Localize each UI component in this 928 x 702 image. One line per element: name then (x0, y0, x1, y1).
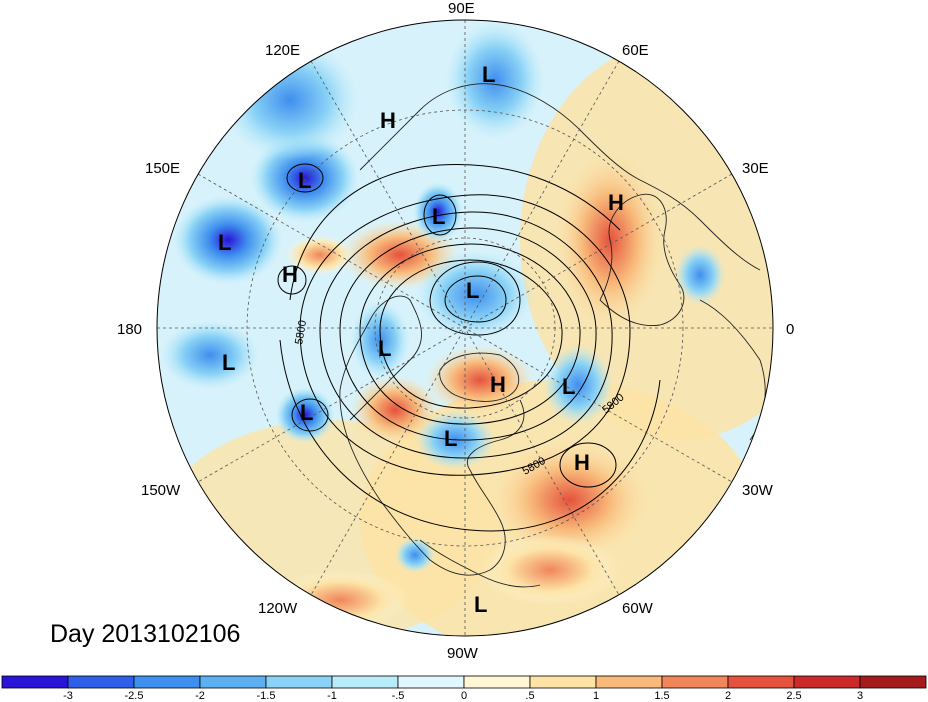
contour-gulf-low (291, 398, 329, 432)
colorbar-swatch (595, 675, 663, 689)
lon-label-180: 180 (117, 321, 142, 338)
lon-label-150w: 150W (141, 482, 181, 499)
lon-label-30w: 30W (742, 482, 774, 499)
colorbar-swatch (463, 675, 531, 689)
colorbar-swatch (727, 675, 795, 689)
lon-label-0: 0 (786, 321, 794, 338)
colorbar: -3 -2.5 -2 -1.5 -1 -.5 0 .5 1 1.5 2 2.5 3 (1, 675, 927, 702)
coastlines (339, 83, 766, 588)
date-label: Day 2013102106 (50, 620, 241, 648)
anomaly-red-bering (285, 235, 355, 275)
colorbar-swatch (331, 675, 399, 689)
anomaly-red-greenland (425, 345, 535, 415)
lon-label-120e: 120E (265, 42, 300, 59)
contour-3 (339, 227, 597, 441)
colorbar-tick-label: 3 (857, 690, 863, 702)
pressure-center: L (466, 278, 479, 303)
colorbar-tick-label: 1.5 (654, 690, 669, 702)
lon-label-150e: 150E (145, 160, 180, 177)
contour-2 (319, 211, 613, 459)
coastline-central-america (419, 539, 541, 588)
pressure-center: L (300, 400, 313, 425)
colorbar-tick-label: -3 (63, 690, 73, 702)
anomaly-blue-europe-east (675, 245, 725, 305)
colorbar-tick-label: -2.5 (125, 690, 144, 702)
pressure-center: L (298, 168, 311, 193)
anomaly-red-alaska (350, 375, 440, 445)
contour-siberia-low (423, 194, 457, 236)
pressure-center: L (218, 230, 231, 255)
colorbar-swatch (265, 675, 333, 689)
lon-label-120w: 120W (258, 600, 298, 617)
lon-label-90e: 90E (448, 0, 475, 17)
contour-7 (444, 275, 507, 323)
coastline-europe (599, 193, 685, 327)
coastline-greenland (439, 352, 520, 402)
colorbar-tick-label: -1.5 (257, 690, 276, 702)
lon-label-60w: 60W (622, 600, 654, 617)
coastline-north-america (339, 295, 525, 576)
anomaly-red-caribbean (480, 535, 620, 605)
pressure-center: L (222, 350, 235, 375)
lon-label-60e: 60E (622, 42, 649, 59)
pressure-centers: L H L L L H H L L L L H L L H L (218, 62, 624, 617)
contour-outer-south (279, 339, 661, 532)
longitude-labels: 90E 60E 30E 0 30W 60W 90W 120W 150W 180 … (117, 0, 794, 662)
contour-atlantic-high (559, 442, 617, 488)
colorbar-tick-label: 1 (593, 690, 599, 702)
contour-4 (359, 243, 581, 425)
contour-5 (379, 259, 563, 409)
colorbar-tick-label: -.5 (392, 690, 405, 702)
anomaly-blue-siberia (445, 20, 545, 140)
pressure-center: L (562, 374, 575, 399)
contour-6 (429, 261, 521, 336)
height-contours (277, 163, 661, 532)
pressure-center: L (474, 592, 487, 617)
anomaly-blue-mexico (395, 537, 435, 573)
coastline-asia (359, 83, 761, 271)
pressure-center: H (380, 108, 396, 133)
contour-label-west: 5800 (293, 319, 309, 345)
globe: 5800 5800 5800 (157, 20, 773, 636)
colorbar-swatch (529, 675, 597, 689)
anomaly-blue-aleutians (160, 320, 260, 390)
graticule (157, 20, 773, 636)
colorbar-swatch (67, 675, 135, 689)
anomaly-blue-pacific (173, 195, 283, 285)
colorbar-tick-label: -2 (195, 690, 205, 702)
contour-1 (299, 194, 631, 476)
pressure-center: L (482, 62, 495, 87)
pressure-center: L (432, 204, 445, 229)
colorbar-tick-label: -1 (327, 690, 337, 702)
meridian-150e (197, 173, 733, 483)
colorbar-tick-label: .5 (525, 690, 534, 702)
colorbar-swatch (661, 675, 729, 689)
lon-label-90w: 90W (447, 645, 479, 662)
contour-bering-high (277, 265, 307, 295)
contour-outer-north (289, 163, 621, 301)
pressure-center: H (282, 262, 298, 287)
anomaly-blue-north-atlantic (543, 345, 613, 425)
colorbar-swatch (859, 675, 927, 689)
colorbar-swatch (793, 675, 861, 689)
colorbar-swatch (199, 675, 267, 689)
anomaly-red-atlantic (490, 440, 650, 560)
colorbar-swatch (1, 675, 69, 689)
pressure-center: H (608, 190, 624, 215)
globe-outline (156, 19, 774, 637)
colorbar-swatch (133, 675, 201, 689)
colorbar-tick-label: 0 (461, 690, 467, 702)
pressure-center: L (378, 336, 391, 361)
pressure-center: L (444, 426, 457, 451)
contour-kamchatka-low (286, 163, 324, 193)
lon-label-30e: 30E (742, 160, 769, 177)
colorbar-tick-label: 2.5 (786, 690, 801, 702)
pressure-center: H (574, 450, 590, 475)
pressure-center: H (490, 372, 506, 397)
colorbar-swatch (397, 675, 465, 689)
colorbar-tick-label: 2 (725, 690, 731, 702)
